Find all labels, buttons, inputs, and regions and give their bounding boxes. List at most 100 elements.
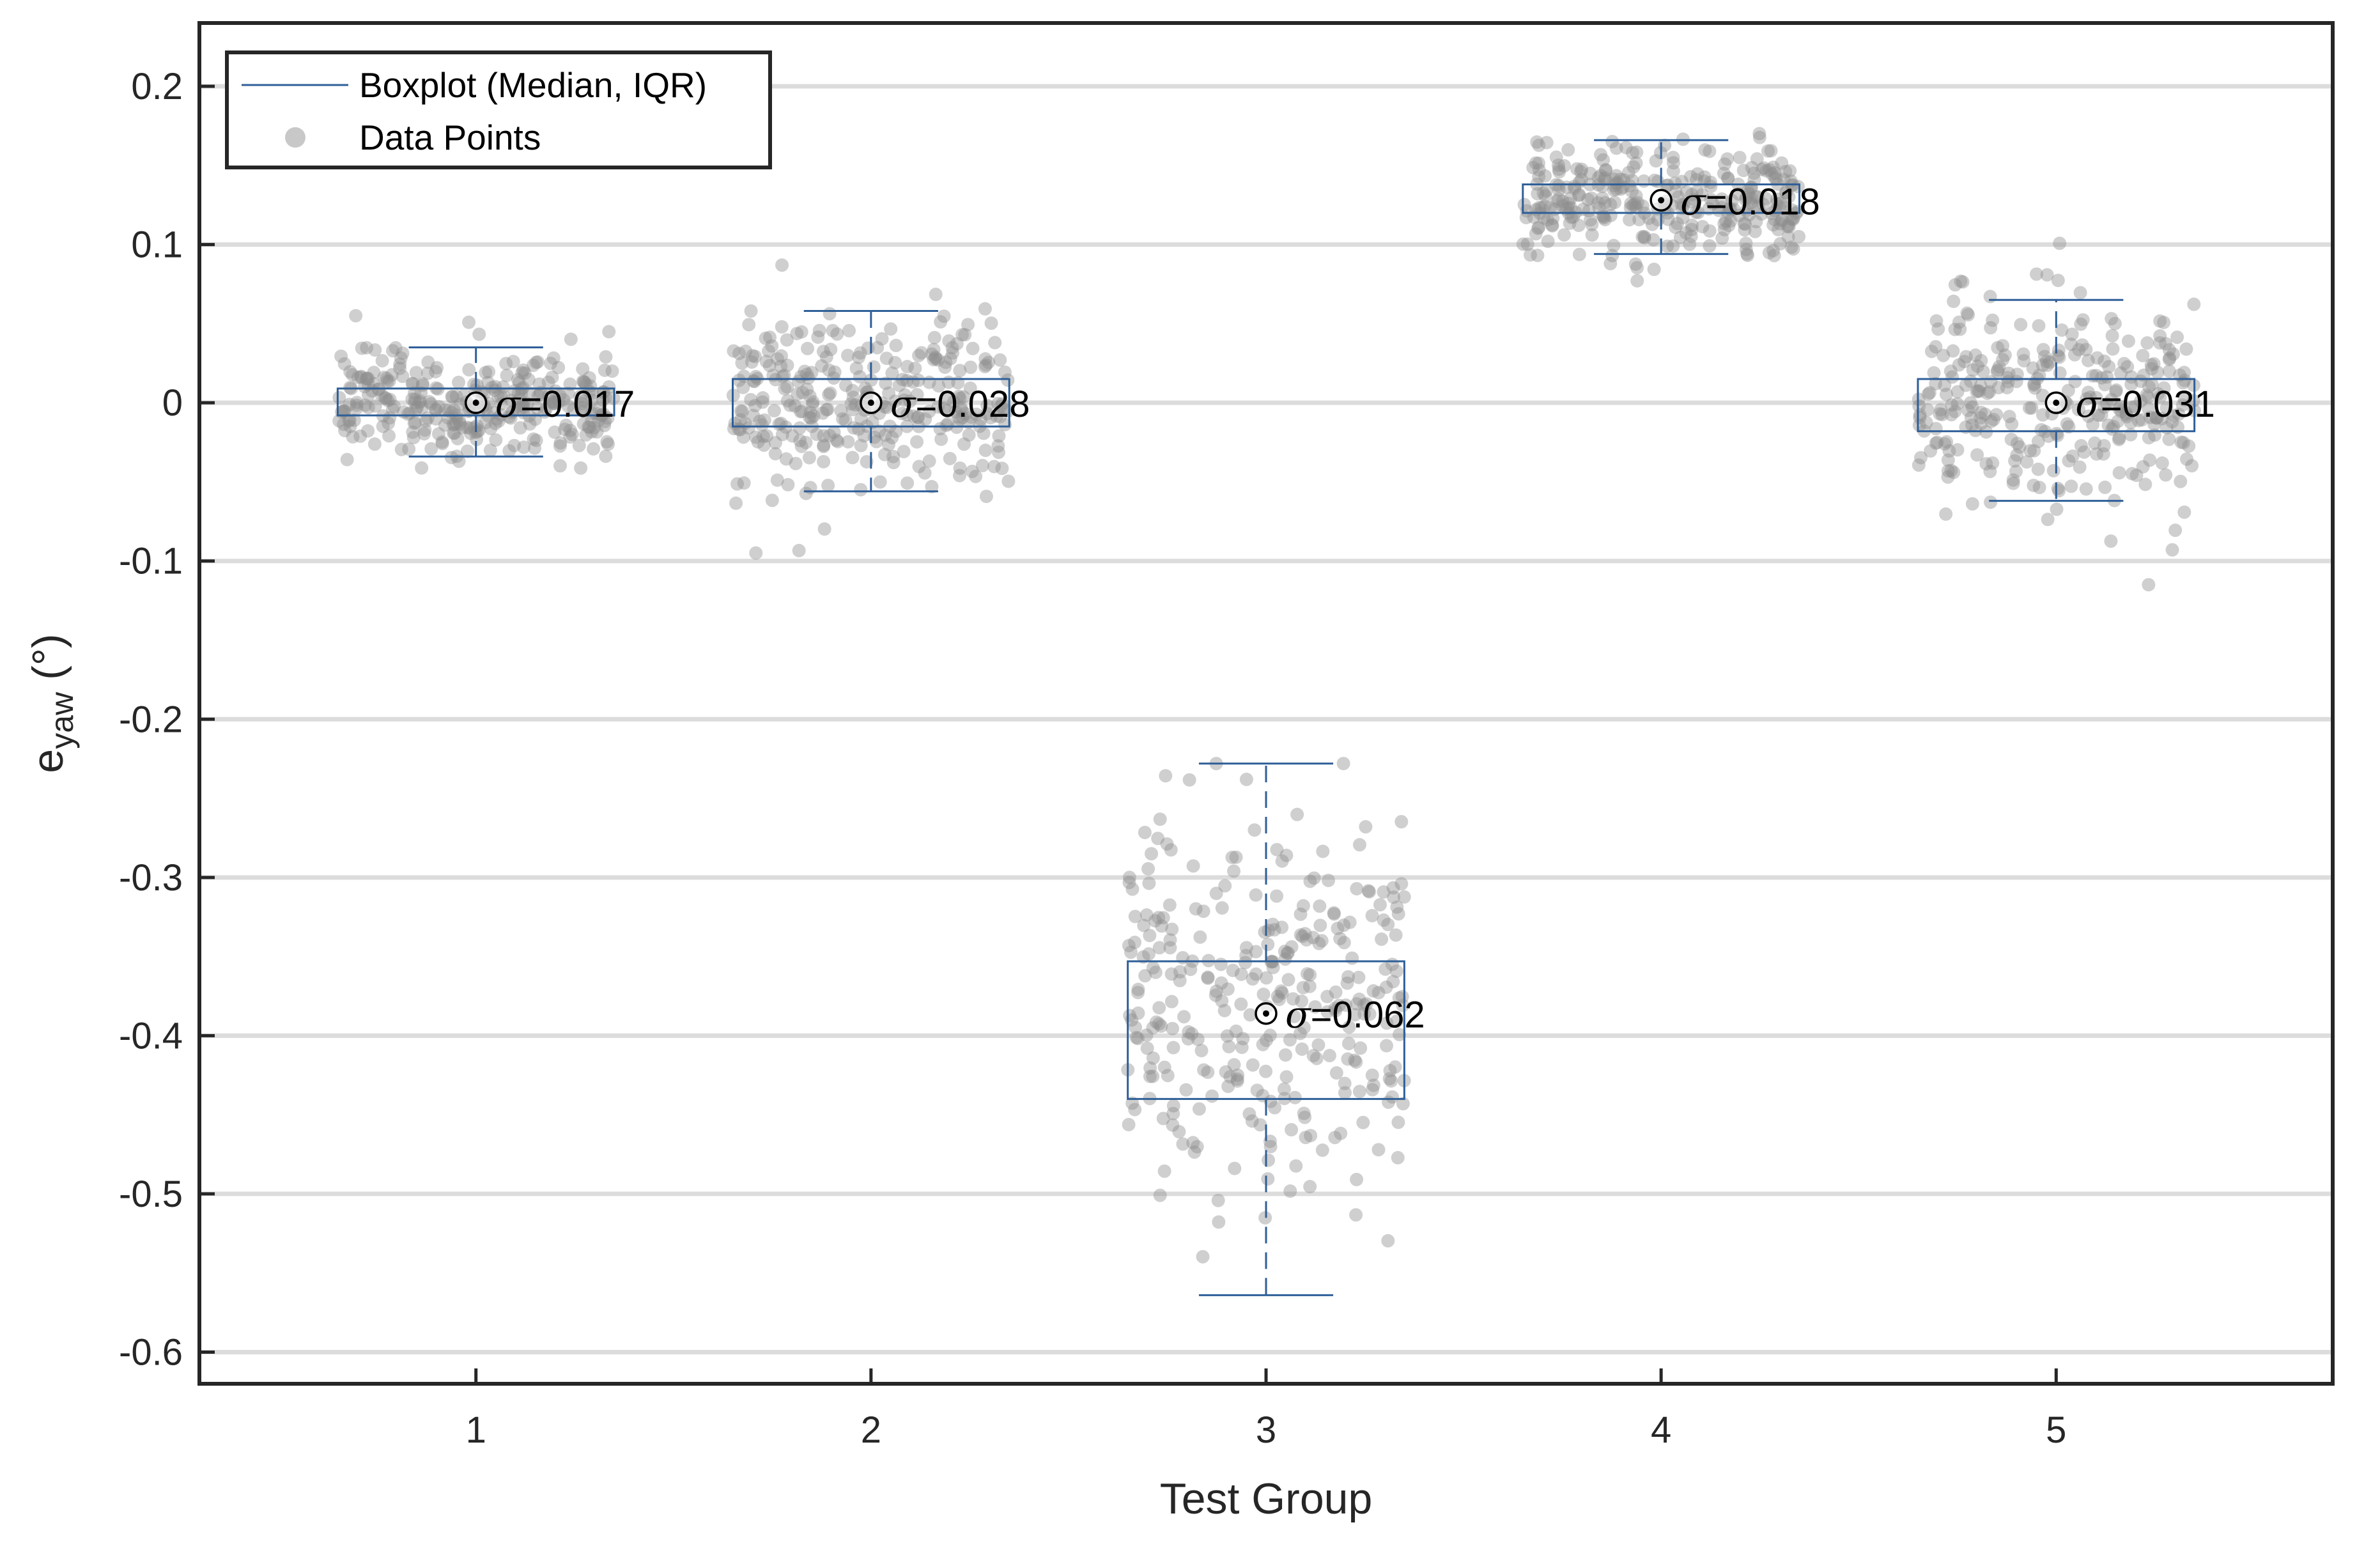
data-point: [1669, 221, 1683, 235]
data-point: [1253, 1118, 1267, 1132]
data-point: [1122, 876, 1136, 890]
data-point: [2095, 371, 2109, 385]
data-point: [1145, 847, 1159, 861]
data-point: [2109, 385, 2123, 399]
data-point: [970, 407, 984, 421]
data-point: [1930, 435, 1944, 449]
data-point: [788, 399, 802, 413]
data-point: [1342, 1020, 1356, 1034]
data-point: [1124, 945, 1138, 959]
data-point: [1266, 961, 1280, 975]
data-point: [1740, 247, 1754, 261]
data-point: [417, 427, 431, 441]
y-axis-title-unit: (°): [24, 633, 72, 692]
data-point: [1963, 396, 1977, 410]
data-point: [888, 355, 902, 369]
data-point: [805, 366, 819, 380]
data-point: [1970, 448, 1984, 462]
data-point: [1366, 984, 1380, 998]
data-point: [2140, 388, 2154, 402]
data-point: [794, 325, 808, 339]
data-point: [1341, 970, 1356, 984]
data-point: [406, 425, 420, 439]
data-point: [1141, 947, 1155, 961]
data-point: [817, 522, 831, 536]
data-point: [1621, 166, 1635, 180]
data-point: [2030, 267, 2044, 281]
data-point: [1186, 1136, 1200, 1150]
data-point: [1338, 1076, 1352, 1090]
data-point: [849, 361, 863, 375]
data-point: [1146, 1051, 1160, 1065]
data-point: [1958, 355, 1972, 369]
data-point: [563, 424, 577, 437]
data-point: [449, 416, 463, 430]
data-point: [1551, 158, 1565, 172]
data-point: [576, 417, 591, 431]
data-point: [781, 477, 795, 492]
data-point: [421, 355, 435, 369]
data-point: [964, 360, 978, 375]
data-point: [1671, 217, 1685, 231]
data-point: [1552, 178, 1566, 192]
data-point: [2174, 474, 2188, 488]
data-point: [1242, 1107, 1256, 1121]
data-point: [1293, 1026, 1307, 1041]
data-point: [548, 425, 562, 439]
data-point: [1352, 970, 1366, 984]
data-point: [401, 407, 415, 421]
data-point: [1311, 1038, 1325, 1052]
data-point: [2100, 370, 2114, 384]
data-point: [2009, 464, 2023, 478]
data-point: [1625, 184, 1639, 198]
data-point: [1924, 345, 1938, 359]
data-point: [1278, 952, 1292, 966]
data-point: [358, 380, 372, 394]
data-point: [1943, 364, 1958, 378]
data-point: [2177, 505, 2191, 519]
data-point: [1744, 196, 1758, 210]
data-point: [1972, 384, 1986, 398]
data-point: [993, 410, 1007, 424]
data-point: [1912, 418, 1926, 432]
data-point: [852, 422, 866, 436]
data-point: [2165, 543, 2179, 557]
data-point: [802, 451, 816, 465]
data-point: [360, 371, 374, 385]
data-point: [513, 401, 527, 415]
data-point: [1196, 1250, 1210, 1264]
data-point: [1352, 838, 1366, 852]
data-point: [1143, 1061, 1157, 1075]
data-point: [1970, 385, 1984, 399]
data-point: [2081, 353, 2095, 368]
data-point: [1779, 185, 1793, 199]
data-point: [1961, 403, 1975, 417]
data-point: [1603, 197, 1618, 212]
data-point: [2134, 394, 2148, 408]
data-point: [1744, 191, 1758, 205]
data-point: [1959, 378, 1973, 392]
data-point: [485, 380, 499, 394]
data-point: [500, 368, 514, 382]
data-point: [915, 346, 929, 360]
data-point: [1660, 178, 1674, 192]
data-point: [1777, 201, 1791, 215]
data-point: [1328, 1002, 1342, 1016]
data-point: [880, 400, 894, 414]
data-point: [1152, 941, 1166, 955]
data-point: [2124, 428, 2138, 442]
data-point: [900, 374, 914, 388]
data-point: [1668, 176, 1682, 190]
data-point: [2143, 453, 2157, 467]
data-point: [1294, 907, 1308, 921]
data-point: [463, 426, 477, 440]
data-point: [553, 459, 567, 473]
data-point: [2182, 439, 2196, 453]
data-point: [1974, 379, 1988, 393]
data-point: [1628, 257, 1642, 271]
data-point: [2089, 369, 2103, 383]
data-point: [489, 433, 503, 447]
data-point: [748, 350, 762, 364]
data-point: [1327, 906, 1341, 920]
data-point: [1607, 238, 1621, 252]
